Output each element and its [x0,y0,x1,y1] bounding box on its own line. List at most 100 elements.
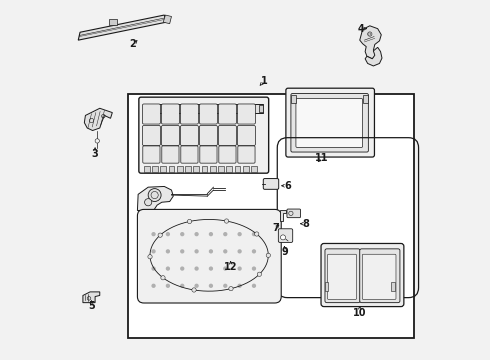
FancyBboxPatch shape [238,126,255,145]
FancyBboxPatch shape [263,179,279,189]
Circle shape [280,235,286,240]
Circle shape [145,199,152,206]
Text: 10: 10 [353,308,367,318]
Bar [128,94,414,338]
Bar [201,166,207,172]
Circle shape [180,232,184,236]
Bar [210,166,216,172]
Circle shape [192,288,196,292]
Circle shape [187,219,192,224]
Circle shape [209,232,213,236]
FancyBboxPatch shape [219,146,236,163]
FancyBboxPatch shape [278,229,293,242]
FancyBboxPatch shape [362,254,396,300]
Text: 11: 11 [316,153,329,163]
Circle shape [368,33,371,35]
FancyBboxPatch shape [143,104,160,124]
Bar [364,95,368,103]
Circle shape [151,284,156,288]
FancyBboxPatch shape [143,146,160,163]
FancyBboxPatch shape [200,146,217,163]
Text: 2: 2 [130,40,137,49]
Bar [109,19,117,25]
FancyBboxPatch shape [180,104,198,124]
Bar [259,105,263,112]
FancyBboxPatch shape [139,97,269,173]
FancyBboxPatch shape [161,126,179,145]
Circle shape [151,232,156,236]
Circle shape [166,284,170,288]
Circle shape [195,266,199,271]
Bar [243,166,248,172]
Circle shape [252,284,256,288]
FancyBboxPatch shape [296,99,363,147]
Circle shape [238,249,242,253]
Circle shape [223,249,227,253]
Circle shape [229,287,233,291]
Bar [147,105,151,112]
FancyBboxPatch shape [143,126,160,145]
FancyBboxPatch shape [199,104,218,124]
Text: 6: 6 [285,181,292,191]
Bar [169,166,174,172]
Circle shape [195,232,199,236]
Circle shape [238,232,242,236]
Bar [185,166,191,172]
Circle shape [151,266,156,271]
FancyBboxPatch shape [219,126,236,145]
Circle shape [255,232,259,236]
Circle shape [166,249,170,253]
Text: 12: 12 [224,262,238,272]
Circle shape [209,249,213,253]
Polygon shape [137,186,173,211]
Circle shape [223,284,227,288]
Circle shape [166,232,170,236]
Text: 5: 5 [88,301,95,311]
FancyBboxPatch shape [325,249,360,303]
Circle shape [195,284,199,288]
Text: 4: 4 [358,24,365,34]
Circle shape [209,284,213,288]
Polygon shape [83,292,100,303]
FancyBboxPatch shape [219,104,236,124]
FancyBboxPatch shape [321,243,404,307]
Bar [251,166,257,172]
Bar [152,166,158,172]
Circle shape [180,284,184,288]
Circle shape [252,249,256,253]
Circle shape [238,284,242,288]
Circle shape [158,233,162,237]
Circle shape [209,266,213,271]
FancyBboxPatch shape [199,126,218,145]
FancyBboxPatch shape [180,126,198,145]
Circle shape [148,255,152,259]
Polygon shape [360,26,381,59]
FancyBboxPatch shape [291,94,368,152]
Bar [160,166,166,172]
Bar [144,104,263,113]
Circle shape [148,189,161,202]
Circle shape [166,266,170,271]
Circle shape [238,266,242,271]
Bar [218,166,224,172]
FancyBboxPatch shape [162,146,179,163]
Circle shape [224,219,229,223]
FancyBboxPatch shape [181,146,198,163]
Circle shape [180,266,184,271]
Circle shape [252,232,256,236]
Bar [226,166,232,172]
Polygon shape [280,211,286,221]
FancyBboxPatch shape [286,88,374,157]
Circle shape [257,272,262,276]
Text: 1: 1 [261,76,268,86]
Circle shape [161,276,165,280]
Circle shape [180,249,184,253]
Bar [177,166,183,172]
Text: 7: 7 [272,224,279,233]
FancyBboxPatch shape [360,249,400,303]
Circle shape [195,249,199,253]
Circle shape [252,266,256,271]
Bar [324,282,328,291]
Polygon shape [365,47,382,66]
Circle shape [223,266,227,271]
